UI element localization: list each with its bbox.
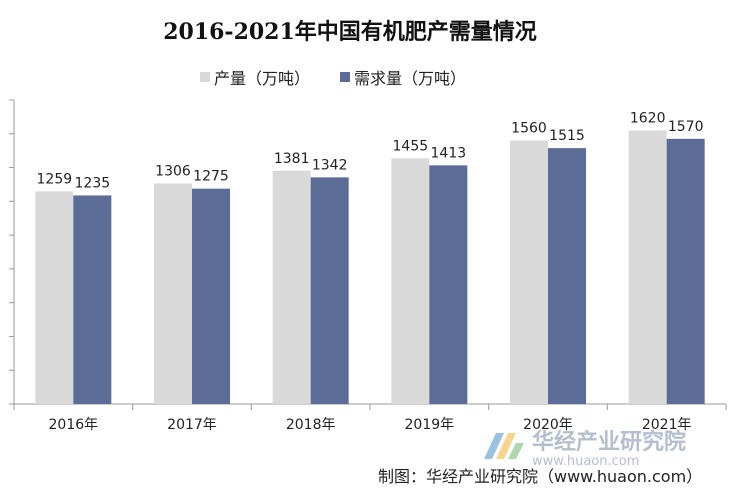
legend-item-demand: 需求量（万吨） bbox=[340, 65, 466, 89]
data-label-demand: 1570 bbox=[668, 119, 704, 135]
legend-swatch-demand bbox=[340, 72, 351, 82]
data-label-production: 1560 bbox=[511, 121, 547, 137]
legend-swatch-production bbox=[200, 72, 210, 82]
x-tick-label: 2020年 bbox=[523, 417, 573, 433]
bar-demand bbox=[666, 138, 705, 404]
data-label-production: 1381 bbox=[274, 151, 310, 167]
bar-demand bbox=[310, 177, 349, 404]
x-tick-label: 2019年 bbox=[405, 417, 455, 433]
data-label-production: 1455 bbox=[393, 138, 429, 154]
x-tick-label: 2021年 bbox=[642, 417, 692, 433]
bar-production bbox=[510, 140, 548, 405]
bar-production bbox=[391, 158, 430, 404]
bar-production bbox=[628, 130, 667, 404]
watermark: 华经产业研究院 www.huaon.com bbox=[482, 424, 686, 469]
bar-demand bbox=[548, 148, 586, 404]
x-tick-label: 2018年 bbox=[286, 417, 336, 433]
x-tick-label: 2017年 bbox=[167, 417, 217, 433]
bar-production bbox=[272, 170, 311, 404]
bar-production bbox=[35, 191, 74, 404]
legend-item-production: 产量（万吨） bbox=[200, 65, 310, 89]
source-credit: 制图：华经产业研究院（www.huaon.com） bbox=[378, 467, 703, 486]
watermark-url: www.huaon.com bbox=[532, 454, 640, 469]
data-label-demand: 1413 bbox=[431, 145, 467, 161]
x-tick-label: 2016年 bbox=[49, 417, 99, 433]
data-label-production: 1620 bbox=[630, 110, 666, 126]
data-label-demand: 1342 bbox=[312, 157, 348, 173]
legend-label-production: 产量（万吨） bbox=[214, 69, 311, 88]
data-label-demand: 1515 bbox=[549, 128, 585, 144]
legend-label-demand: 需求量（万吨） bbox=[354, 69, 467, 88]
bar-demand bbox=[192, 188, 230, 404]
data-label-production: 1306 bbox=[155, 163, 191, 179]
bar-production bbox=[154, 183, 192, 404]
watermark-logo bbox=[484, 432, 524, 459]
data-label-demand: 1275 bbox=[193, 169, 229, 185]
legend: 产量（万吨） 需求量（万吨） bbox=[200, 66, 466, 88]
data-label-demand: 1235 bbox=[75, 175, 111, 191]
bar-demand bbox=[429, 165, 468, 404]
watermark-name: 华经产业研究院 bbox=[532, 430, 687, 455]
data-label-production: 1259 bbox=[37, 171, 73, 187]
bar-demand bbox=[73, 195, 112, 404]
chart-title: 2016-2021年中国有机肥产需量情况 bbox=[163, 19, 537, 45]
